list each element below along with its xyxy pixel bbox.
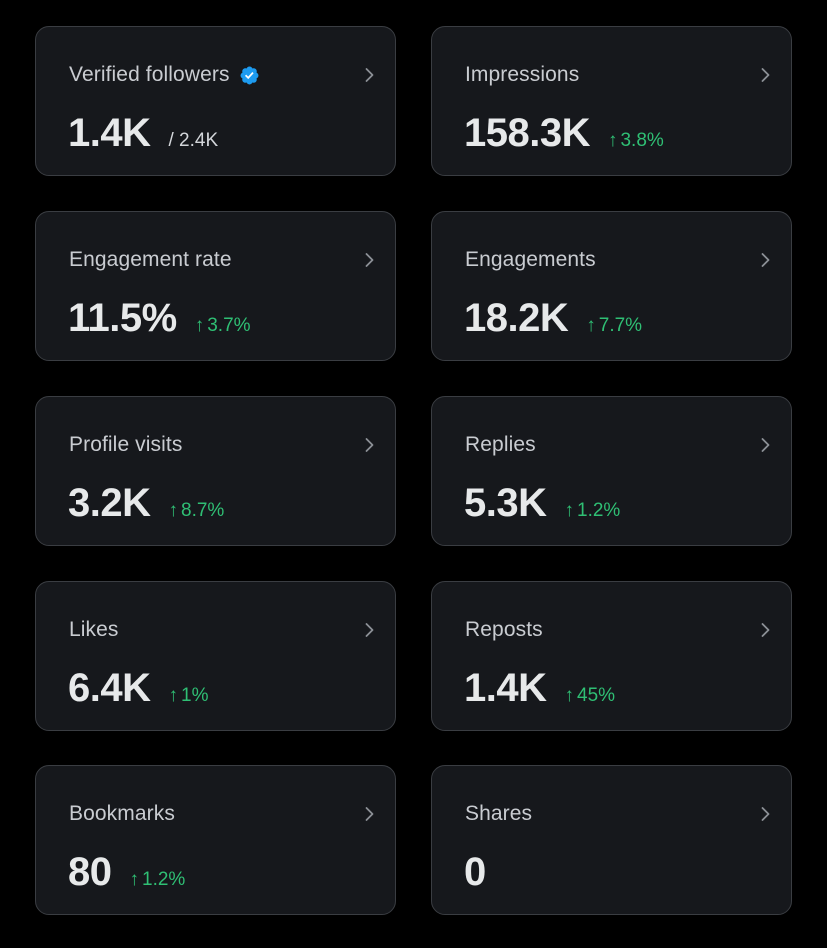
card-value-row: 5.3K ↑ 1.2% (464, 483, 620, 523)
card-value-row: 1.4K / 2.4K (68, 113, 218, 153)
card-engagement-rate[interactable]: Engagement rate 11.5% ↑ 3.7% (35, 211, 396, 361)
card-value-row: 6.4K ↑ 1% (68, 668, 208, 708)
card-label-row: Shares (465, 802, 532, 826)
card-label-row: Bookmarks (69, 802, 175, 826)
arrow-up-icon: ↑ (168, 685, 179, 706)
card-value: 80 (68, 850, 112, 894)
card-verified-followers[interactable]: Verified followers 1.4K / 2.4K (35, 26, 396, 176)
card-value: 11.5% (68, 296, 177, 340)
arrow-up-icon: ↑ (586, 315, 596, 336)
card-delta: ↑ 3.8% (608, 130, 664, 152)
card-value: 0 (464, 850, 486, 894)
card-value: 1.4K (464, 666, 547, 710)
card-label-row: Engagement rate (69, 248, 232, 272)
arrow-up-icon: ↑ (194, 315, 205, 336)
card-bookmarks[interactable]: Bookmarks 80 ↑ 1.2% (35, 765, 396, 915)
card-label: Impressions (465, 63, 580, 86)
chevron-right-icon (761, 438, 770, 452)
card-label-row: Reposts (465, 618, 543, 642)
card-label: Replies (465, 433, 536, 456)
card-delta-value: 1.2% (142, 869, 186, 890)
card-delta-value: 8.7% (181, 500, 225, 521)
card-delta-value: 7.7% (598, 315, 643, 336)
card-label-row: Impressions (465, 63, 579, 87)
card-label: Bookmarks (69, 802, 175, 825)
card-value-row: 11.5% ↑ 3.7% (68, 298, 251, 338)
card-value: 6.4K (68, 666, 151, 710)
card-suffix: / 2.4K (168, 130, 219, 151)
card-reposts[interactable]: Reposts 1.4K ↑ 45% (431, 581, 792, 731)
card-label: Reposts (465, 618, 543, 641)
card-value-row: 3.2K ↑ 8.7% (68, 483, 224, 523)
card-label-row: Engagements (465, 248, 596, 272)
card-value: 158.3K (464, 111, 590, 155)
card-value: 1.4K (68, 111, 151, 155)
card-likes[interactable]: Likes 6.4K ↑ 1% (35, 581, 396, 731)
card-delta: ↑ 1% (169, 685, 209, 707)
card-value-row: 158.3K ↑ 3.8% (464, 113, 664, 153)
card-value-row: 0 (464, 852, 486, 892)
chevron-right-icon (365, 68, 374, 82)
card-label: Likes (69, 618, 119, 641)
verified-badge-icon (240, 66, 259, 84)
chevron-right-icon (761, 623, 770, 637)
card-label: Verified followers (69, 63, 230, 86)
card-value-row: 80 ↑ 1.2% (68, 852, 185, 892)
card-value-row: 18.2K ↑ 7.7% (464, 298, 642, 338)
card-value: 18.2K (464, 296, 569, 340)
card-value: 5.3K (464, 481, 547, 525)
chevron-right-icon (365, 623, 374, 637)
arrow-up-icon: ↑ (564, 685, 575, 706)
card-delta-value: 3.8% (620, 130, 664, 151)
card-label-row: Verified followers (69, 63, 260, 87)
card-delta: ↑ 45% (565, 685, 616, 707)
arrow-up-icon: ↑ (129, 869, 140, 890)
card-label-row: Replies (465, 433, 536, 457)
card-label: Profile visits (69, 433, 183, 456)
card-profile-visits[interactable]: Profile visits 3.2K ↑ 8.7% (35, 396, 396, 546)
card-label-row: Likes (69, 618, 119, 642)
card-label-row: Profile visits (69, 433, 182, 457)
card-value-row: 1.4K ↑ 45% (464, 668, 615, 708)
card-value: 3.2K (68, 481, 151, 525)
card-impressions[interactable]: Impressions 158.3K ↑ 3.8% (431, 26, 792, 176)
chevron-right-icon (761, 68, 770, 82)
chevron-right-icon (761, 253, 770, 267)
card-delta-value: 1.2% (577, 500, 621, 521)
card-engagements[interactable]: Engagements 18.2K ↑ 7.7% (431, 211, 792, 361)
chevron-right-icon (365, 438, 374, 452)
card-delta: ↑ 1.2% (565, 500, 621, 522)
card-delta-value: 45% (577, 685, 616, 706)
card-delta: ↑ 1.2% (130, 869, 186, 891)
card-label: Shares (465, 802, 533, 825)
card-shares[interactable]: Shares 0 (431, 765, 792, 915)
card-delta-value: 1% (181, 685, 209, 706)
card-label: Engagements (465, 248, 596, 271)
card-delta-value: 3.7% (207, 315, 251, 336)
card-delta: ↑ 8.7% (169, 500, 225, 522)
chevron-right-icon (761, 807, 770, 821)
card-label: Engagement rate (69, 248, 232, 271)
arrow-up-icon: ↑ (607, 130, 618, 151)
card-replies[interactable]: Replies 5.3K ↑ 1.2% (431, 396, 792, 546)
arrow-up-icon: ↑ (564, 500, 575, 521)
arrow-up-icon: ↑ (168, 500, 179, 521)
card-delta: ↑ 3.7% (195, 315, 251, 337)
chevron-right-icon (365, 253, 374, 267)
card-delta: ↑ 7.7% (586, 315, 642, 337)
chevron-right-icon (365, 807, 374, 821)
